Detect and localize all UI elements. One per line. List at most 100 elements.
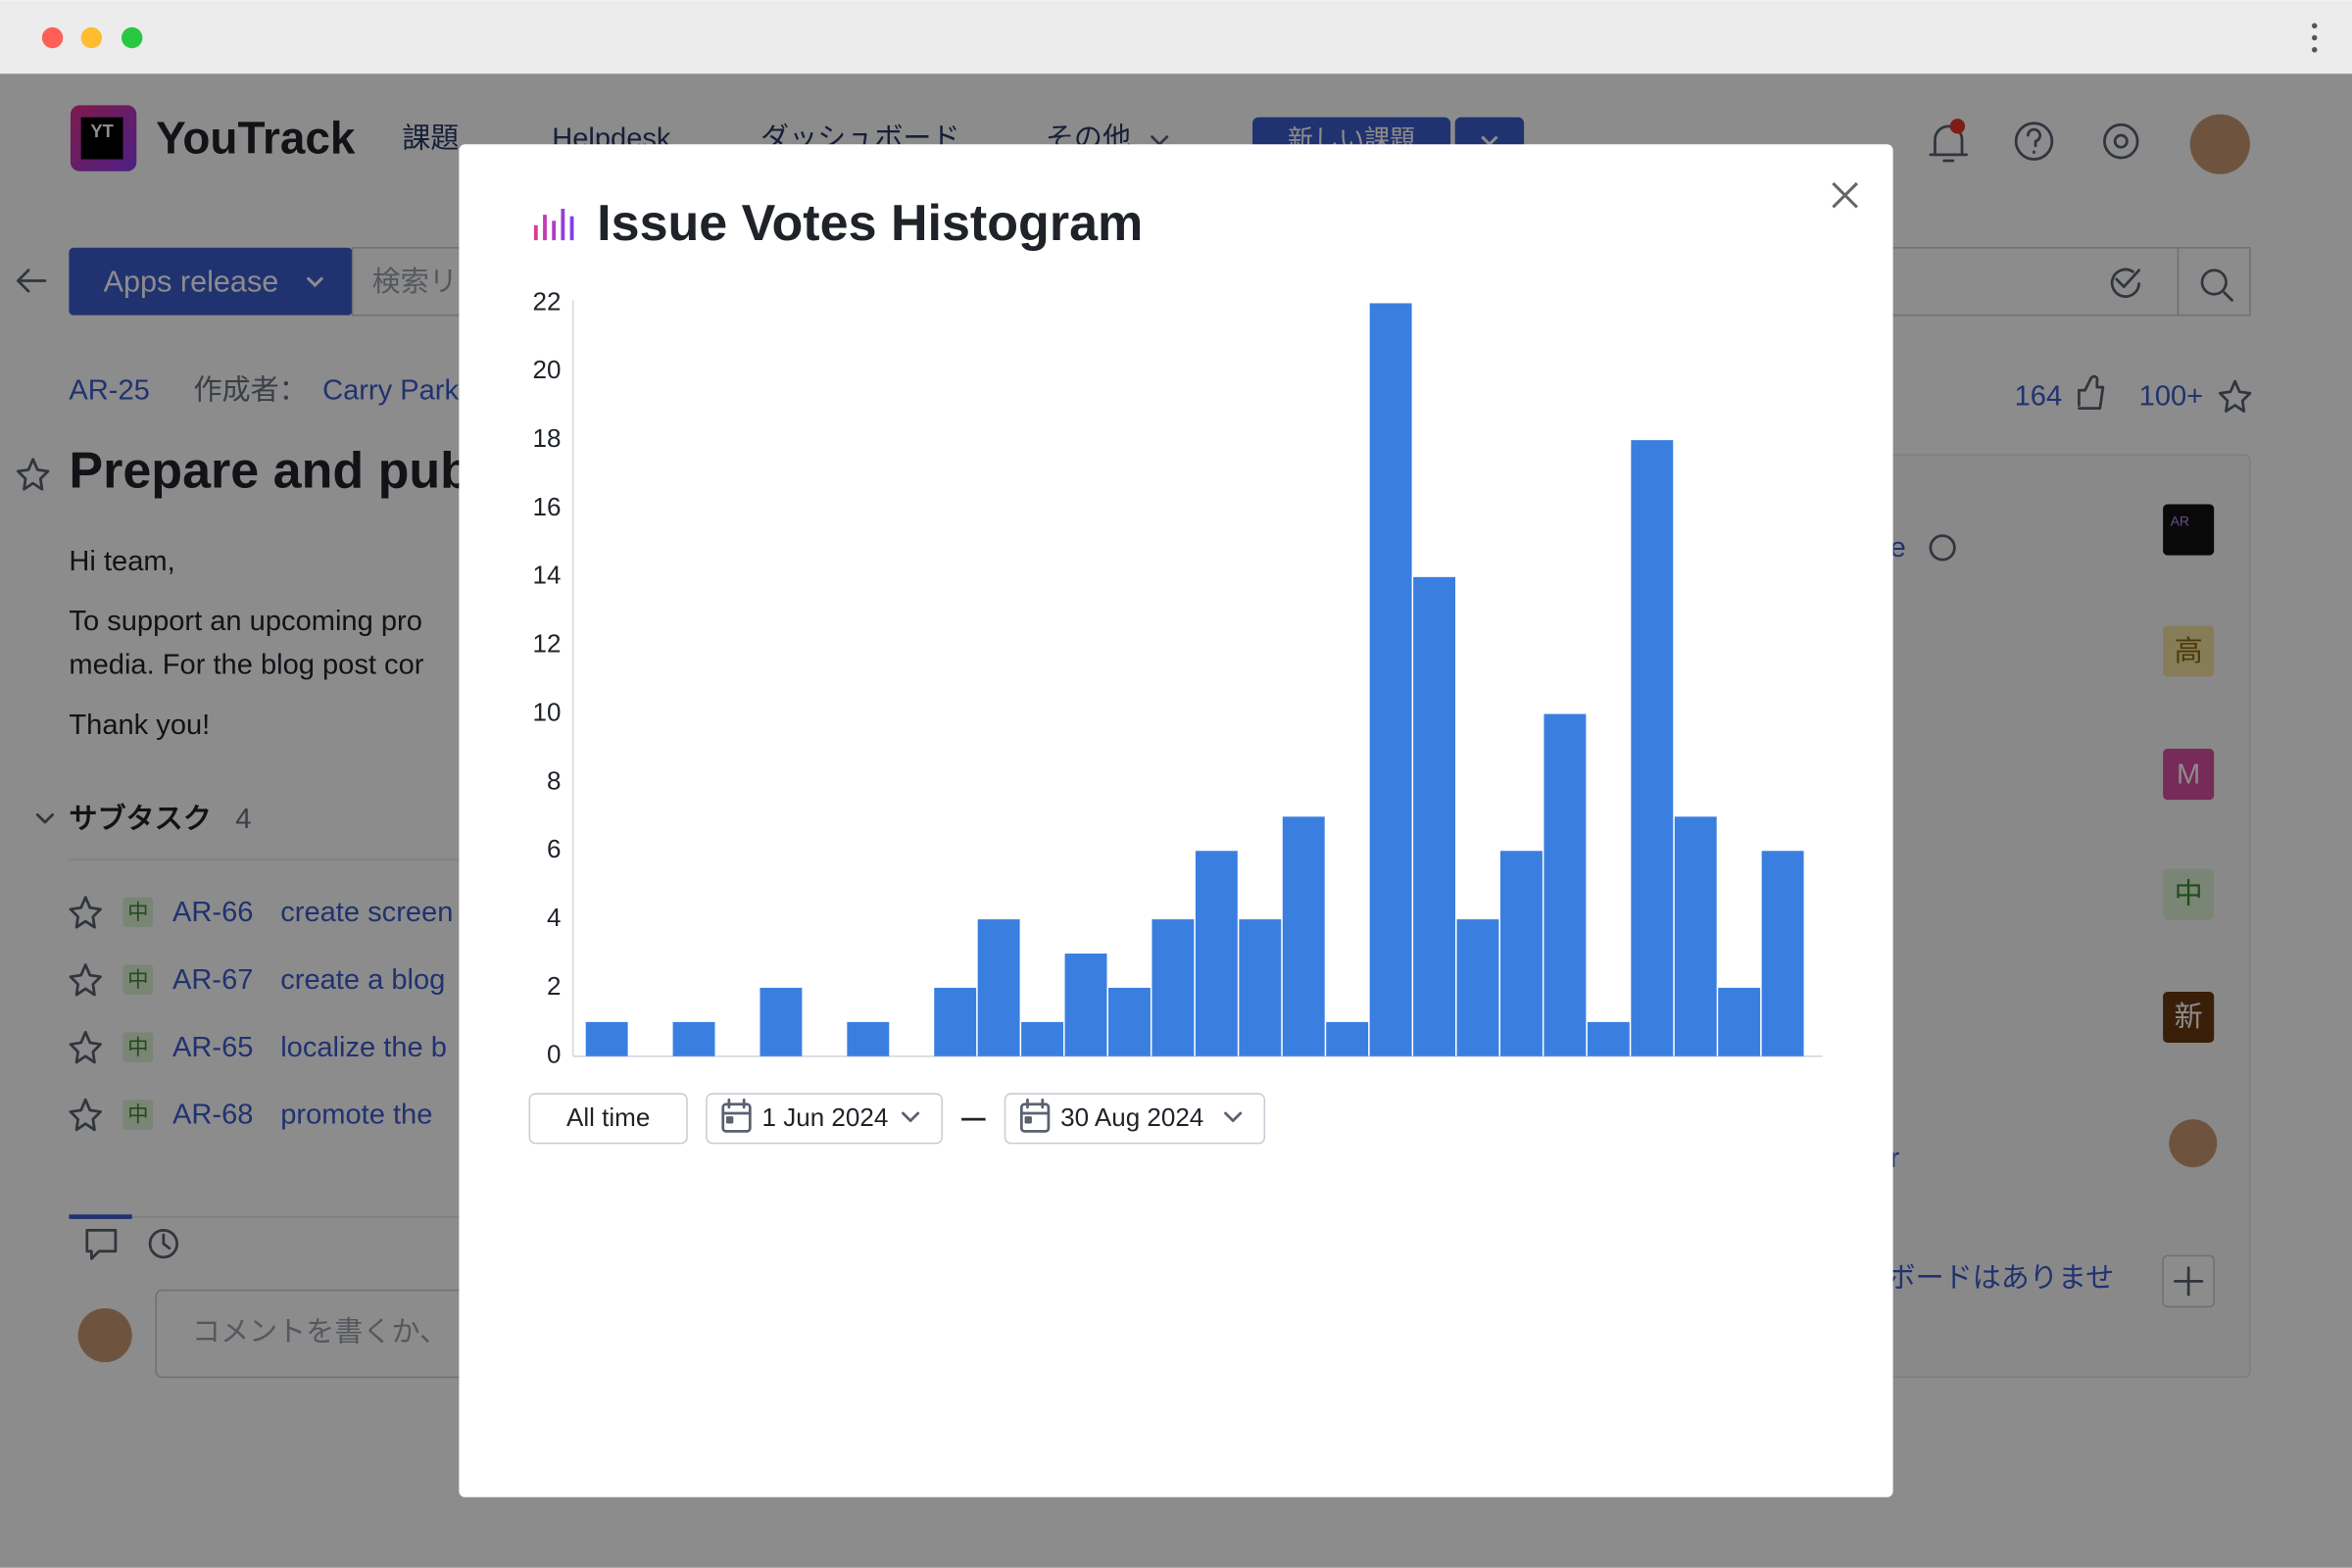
minimize-window[interactable] [80,26,103,49]
comments-tab[interactable] [85,1228,118,1260]
chevron[interactable] [35,812,54,824]
browser-menu[interactable] [2311,23,2318,53]
saved-search[interactable] [2110,268,2141,298]
y-tick-label: 16 [533,492,562,521]
field-value: 高 [2175,635,2203,667]
bar [1152,919,1195,1056]
priority: 中 [127,901,148,924]
y-tick-label: 18 [533,423,562,453]
body-text: Thank you! [69,710,210,741]
comment-placeholder: コメントを書くか、 [192,1316,448,1348]
bar [934,987,977,1056]
nav-item[interactable]: 課題 [402,122,459,154]
bar [1239,919,1282,1056]
calendar-icon [1019,1098,1051,1133]
y-tick-label: 4 [547,903,561,932]
search-placeholder: 検索リ [372,266,458,298]
star[interactable] [2218,379,2252,414]
histogram: 0 2 4 6 8 10 12 14 16 18 20 22 [533,286,1823,1069]
settings[interactable] [1929,534,1956,562]
close-window[interactable] [41,26,64,49]
star[interactable] [69,896,102,929]
history-tab[interactable] [148,1228,178,1259]
bar [672,1021,715,1056]
y-tick-label: 6 [547,834,561,863]
avatar [2169,1119,2218,1168]
query-label: Apps release [104,266,279,299]
bar [1326,1021,1369,1056]
settings[interactable] [2103,122,2139,160]
star[interactable] [69,1098,102,1132]
votes: 164 [2015,381,2063,413]
from-date-picker[interactable] [706,1093,943,1145]
bar [1499,851,1543,1056]
to-date-picker[interactable] [1004,1093,1266,1145]
priority-badge [122,964,154,996]
bar [1587,1021,1630,1056]
field-value: M [2177,759,2200,790]
logo-badge: YT [90,121,114,141]
logo-text: YouTrack [156,112,356,163]
subtask-summary: promote the [280,1100,432,1131]
field-badge[interactable] [2163,625,2215,677]
subtasks-label: サブタスク [69,802,211,835]
body-text: media. For the blog post cor [69,650,423,681]
bar [1544,713,1587,1056]
back[interactable] [16,269,47,293]
issue-id: AR-25 [69,374,149,406]
y-tick-label: 0 [547,1040,561,1069]
search[interactable] [2200,269,2233,302]
all-time-button[interactable] [528,1093,688,1145]
star[interactable] [69,963,102,997]
help[interactable] [2014,122,2054,161]
plus [2174,1266,2204,1297]
field-badge[interactable] [2163,991,2215,1044]
bar [847,1021,890,1056]
field-badge[interactable] [2163,749,2215,801]
author-label: 作成者： [193,373,307,406]
bar [1108,987,1151,1056]
subtask-summary: localize the b [280,1032,447,1063]
bar [1195,851,1238,1056]
bar [1021,1021,1064,1056]
project-badge-text: AR [2171,514,2189,529]
partial-text: e [1890,532,1906,564]
priority-badge [122,897,154,928]
vote[interactable] [2078,374,2105,410]
subtasks-count: 4 [235,804,251,835]
star[interactable] [69,1030,102,1064]
notification-dot [1949,119,1966,134]
subtask-summary: create screen [280,897,453,928]
bar [760,987,803,1056]
priority-badge [122,1032,154,1062]
query-button[interactable] [69,247,353,316]
avatar [77,1307,132,1363]
field-badge[interactable] [2163,868,2215,920]
modal: Issue Votes Histogram All time 1 Jun 202… [459,144,1893,1497]
modal-close[interactable] [1832,181,1858,209]
avatar[interactable] [2189,114,2250,174]
from-date: 1 Jun 2024 [762,1102,889,1132]
y-tick-label: 10 [533,697,562,726]
priority: 中 [127,968,148,992]
chevron [306,276,324,288]
priority: 中 [127,1103,148,1127]
y-tick-label: 14 [533,561,562,590]
logo-inner [80,117,123,160]
subtask-id: AR-68 [172,1100,253,1131]
body-text: To support an upcoming pro [69,606,421,637]
help-mark [2027,127,2041,154]
y-tick-label: 12 [533,629,562,659]
author: Carry Park [322,374,459,406]
modal-title: Issue Votes Histogram [597,195,1143,252]
star[interactable] [16,458,50,491]
browser-bar [0,0,2352,74]
calendar-icon [721,1098,752,1133]
zoom-window[interactable] [121,26,143,49]
y-tick-label: 20 [533,355,562,384]
bar [1282,816,1325,1056]
body-text: Hi team, [69,546,174,577]
histogram-icon [533,209,574,241]
stars: 100+ [2139,381,2204,413]
modal-panel [459,144,1893,1497]
